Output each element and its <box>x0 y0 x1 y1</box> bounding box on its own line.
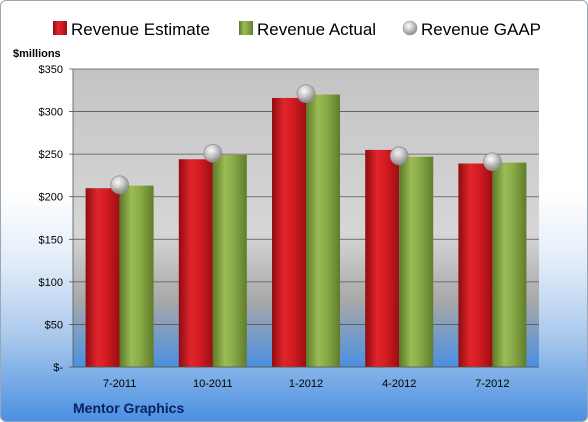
legend-item-gaap: Revenue GAAP <box>402 20 541 39</box>
y-unit-label: $millions <box>13 48 61 60</box>
estimate-bar <box>178 159 213 367</box>
y-tick-label: $50 <box>45 319 63 331</box>
estimate-bar <box>458 163 493 367</box>
actual-bar <box>492 162 527 367</box>
legend-swatch-actual <box>239 21 253 35</box>
actual-bar <box>306 94 340 368</box>
x-tick-label: 1-2012 <box>289 378 323 390</box>
legend-item-estimate: Revenue Estimate <box>53 20 210 39</box>
x-tick-label: 10-2011 <box>193 378 233 390</box>
company-label: Mentor Graphics <box>73 400 184 416</box>
x-tick-label: 4-2012 <box>382 378 416 390</box>
legend-swatch-estimate <box>53 21 67 35</box>
legend-label-actual: Revenue Actual <box>257 20 376 39</box>
estimate-bar <box>85 188 120 367</box>
y-axis-ticks: $- $50 $100 $150 $200 $250 $300 $350 <box>39 64 74 374</box>
x-axis-ticks: 7-2011 10-2011 1-2012 4-2012 7-2012 <box>73 366 539 390</box>
actual-bar <box>212 154 247 367</box>
y-tick-label: $250 <box>39 149 63 161</box>
y-tick-label: $200 <box>39 192 63 204</box>
y-tick-label: $- <box>53 362 63 374</box>
gaap-marker <box>110 175 129 195</box>
legend-item-actual: Revenue Actual <box>239 20 376 39</box>
x-tick-label: 7-2012 <box>475 378 509 390</box>
gaap-marker <box>203 143 223 163</box>
gaap-marker <box>389 146 409 166</box>
y-tick-label: $300 <box>39 107 63 119</box>
gaap-marker <box>296 84 316 104</box>
y-tick-label: $100 <box>39 277 63 289</box>
actual-bar <box>399 156 434 367</box>
y-tick-label: $350 <box>39 64 63 76</box>
legend: Revenue Estimate Revenue Actual Revenue … <box>53 20 541 39</box>
legend-label-gaap: Revenue GAAP <box>421 20 541 39</box>
estimate-bar <box>365 149 400 367</box>
gaap-marker <box>483 152 502 172</box>
bars <box>85 94 527 368</box>
actual-bar <box>119 185 154 367</box>
legend-swatch-gaap <box>402 20 418 36</box>
y-tick-label: $150 <box>39 234 63 246</box>
estimate-bar <box>272 97 306 367</box>
x-tick-label: 7-2011 <box>103 378 136 390</box>
gaap-markers <box>110 84 502 195</box>
legend-label-estimate: Revenue Estimate <box>71 20 210 39</box>
